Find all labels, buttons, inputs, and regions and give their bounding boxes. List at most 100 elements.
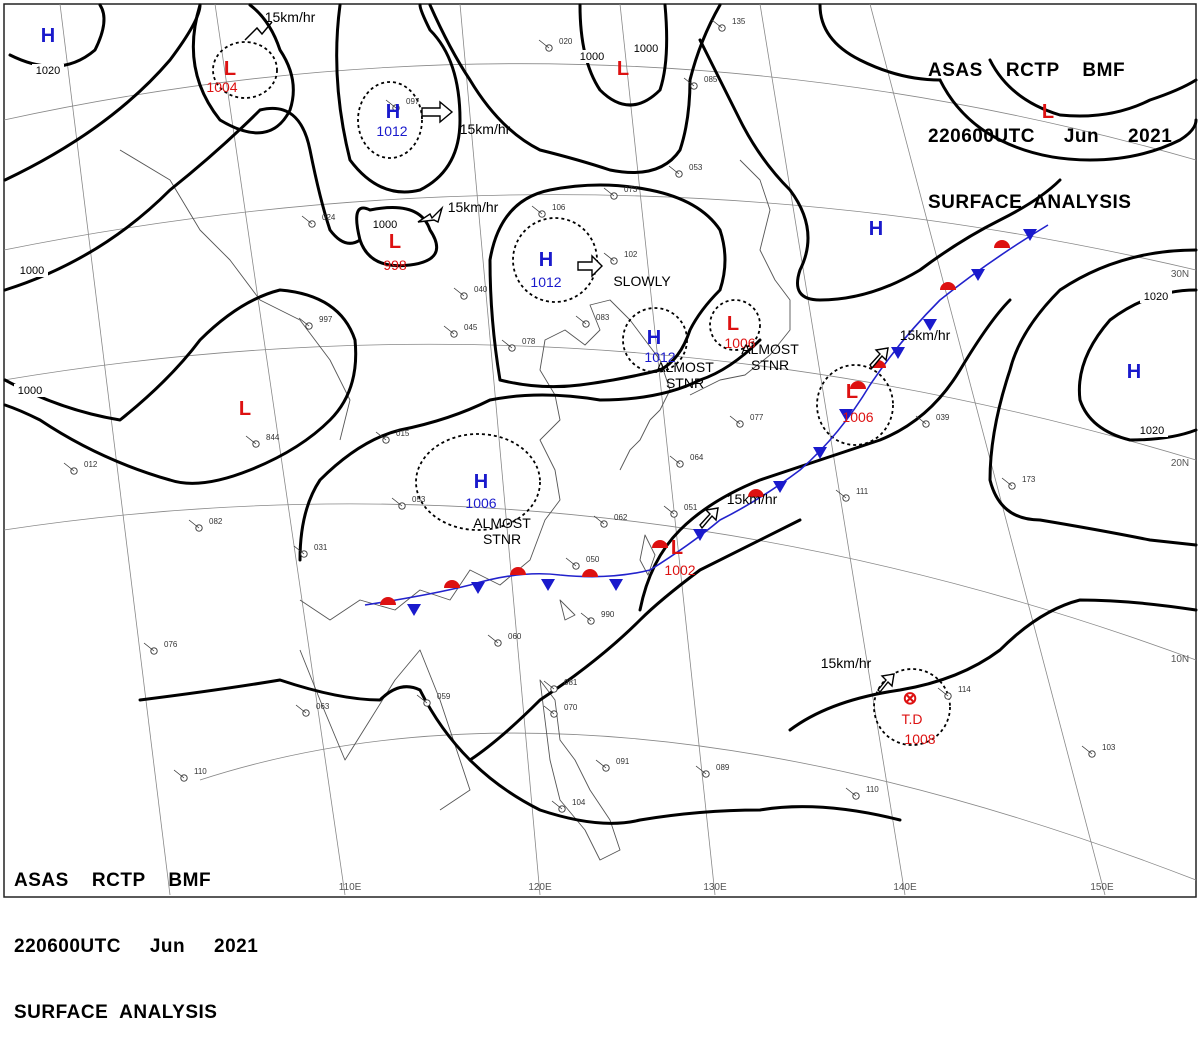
isobar-1020-east-high <box>1077 288 1198 442</box>
wind-barb <box>711 19 723 29</box>
parallel-30n <box>3 194 1197 271</box>
isobar-label-bg <box>1136 424 1168 437</box>
station-value: 012 <box>84 460 98 469</box>
station-value: 102 <box>624 250 638 259</box>
meridian-110e <box>214 3 346 896</box>
wind-barb <box>538 39 550 49</box>
cold-front-mark <box>839 409 853 421</box>
high-center: H <box>539 249 553 271</box>
wind-barb <box>937 687 949 697</box>
cold-front-mark <box>923 319 937 331</box>
station-value: 091 <box>616 757 630 766</box>
station-value: 114 <box>958 685 971 694</box>
center-pressure: 1006 <box>842 409 873 425</box>
wind-barb <box>501 339 513 349</box>
wind-barb <box>1001 477 1013 487</box>
high-center: H <box>474 471 488 493</box>
meridian-120e <box>459 3 541 896</box>
low-center: L <box>846 381 858 403</box>
latitude-label: 20N <box>1171 458 1189 469</box>
station-value: 053 <box>689 163 703 172</box>
low-center: L <box>239 398 251 420</box>
warm-front-mark <box>380 597 396 605</box>
header-line-2: 220600UTC Jun 2021 <box>928 126 1173 147</box>
taiwan-coast <box>639 534 656 576</box>
isobar-northeast-1 <box>938 78 1198 162</box>
station-value: 083 <box>596 313 610 322</box>
motion-label: 15km/hr <box>727 491 778 507</box>
warm-front-mark <box>444 580 460 588</box>
station-value: 024 <box>322 213 336 222</box>
motion-arrow-6 <box>869 347 889 370</box>
typhoon-symbol: ⊗ T.D 1008 <box>902 688 936 747</box>
motion-label: 15km/hr <box>460 121 511 137</box>
stationary-front <box>364 224 1049 616</box>
station-value: 039 <box>936 413 950 422</box>
isobar-label-bg <box>32 64 64 77</box>
motion-label: SLOWLY <box>613 273 671 289</box>
low-center: L <box>617 58 629 80</box>
hainan-coast <box>559 599 576 621</box>
isobar-label: 1020 <box>36 65 60 77</box>
low-center: L <box>1042 101 1054 123</box>
station-plots: 020 073 106 102 083 078 045 040 997 024 844 012 015 0… <box>63 17 1116 813</box>
meridian-140e <box>759 3 906 896</box>
wind-barb <box>575 315 587 325</box>
station-value: 103 <box>1102 743 1116 752</box>
station-value: 081 <box>564 678 578 687</box>
motion-label: 15km/hr <box>448 199 499 215</box>
station-value: 060 <box>508 632 522 641</box>
typhoon-pressure: 1008 <box>904 731 935 747</box>
wind-barb <box>1081 745 1093 755</box>
wind-barb <box>835 489 847 499</box>
motion-label: ALMOST STNR <box>741 341 799 373</box>
wind-barb <box>143 642 155 652</box>
cold-front-mark <box>407 604 421 616</box>
isobar-label-bg <box>1140 290 1172 303</box>
indochina-coast <box>299 649 471 811</box>
isobar-south-1 <box>138 678 902 825</box>
isobar-label: 1000 <box>373 219 397 231</box>
graticule-labels: 110E 120E 130E 140E 150E 30N 20N 10N <box>339 269 1189 893</box>
motion-label: 15km/hr <box>265 9 316 25</box>
station-value: 111 <box>856 487 869 496</box>
wind-barb <box>63 462 75 472</box>
station-value: 063 <box>316 702 330 711</box>
wind-barb <box>845 787 857 797</box>
longitude-label: 120E <box>528 882 552 893</box>
motion-arrow-5 <box>699 507 719 530</box>
station-value: 015 <box>396 429 410 438</box>
header-line-3: SURFACE ANALYSIS <box>928 192 1132 213</box>
motion-labels: 15km/hr 15km/hr 15km/hr SLOWLY ALMOST STNR ALM… <box>265 9 951 671</box>
wind-barb <box>663 505 675 515</box>
isobar-low-1004 <box>191 3 295 135</box>
motion-label: 15km/hr <box>900 327 951 343</box>
dashed-high-1012-e <box>622 307 688 373</box>
high-center: H <box>869 218 883 240</box>
header-line-1: ASAS RCTP BMF <box>928 60 1126 81</box>
wind-barb <box>443 325 455 335</box>
motion-arrows <box>244 21 895 694</box>
dashed-low-1004 <box>212 41 278 99</box>
center-pressure: 1006 <box>465 495 496 511</box>
isobar-high-1012-center <box>488 183 727 389</box>
cold-front-mark <box>971 269 985 281</box>
dashed-low-1006-a <box>709 299 761 351</box>
center-pressure: 998 <box>383 257 407 273</box>
wind-barb <box>173 769 185 779</box>
weather-map: 1020 1000 1000 1000 1000 1000 1020 1020 020 073 1… <box>3 3 1198 898</box>
isobar-label: 1000 <box>580 51 604 63</box>
wind-barb <box>298 317 310 327</box>
warm-front-mark <box>940 282 956 290</box>
isobar-label-bg <box>16 264 48 277</box>
graticule <box>3 3 1197 896</box>
header-line-3: SURFACE ANALYSIS <box>14 1002 218 1023</box>
isobar-1000-south <box>3 288 358 485</box>
meridian-130e <box>619 3 716 896</box>
center-pressure: 1012 <box>376 123 407 139</box>
latitude-label: 30N <box>1171 269 1189 280</box>
station-value: 062 <box>614 513 628 522</box>
station-value: 085 <box>704 75 718 84</box>
motion-label: ALMOST STNR <box>656 359 714 391</box>
